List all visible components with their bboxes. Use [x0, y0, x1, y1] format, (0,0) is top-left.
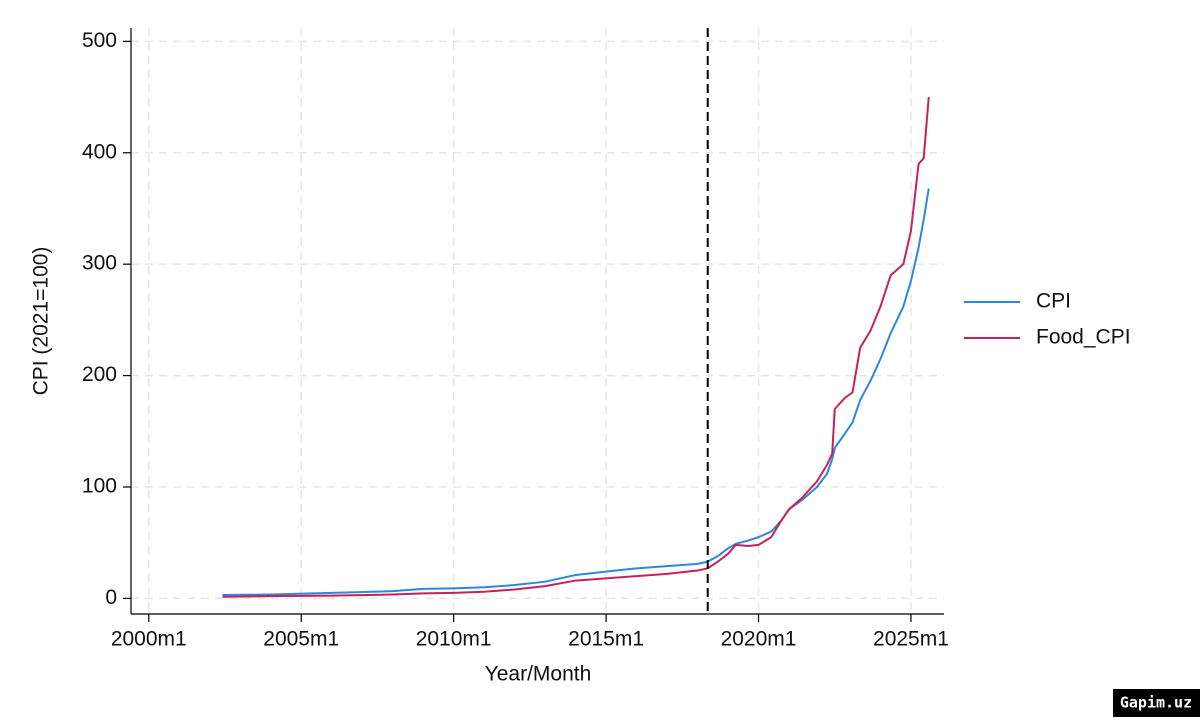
legend-label: CPI — [1036, 290, 1071, 313]
x-tick-label: 2020m1 — [721, 628, 797, 651]
legend-label: Food_CPI — [1036, 326, 1131, 349]
x-axis-title: Year/Month — [485, 663, 592, 686]
x-tick-label: 2000m1 — [111, 628, 187, 651]
x-tick-label: 2025m1 — [873, 628, 949, 651]
x-tick-label: 2015m1 — [568, 628, 644, 651]
y-tick-label: 0 — [105, 586, 117, 609]
x-tick-label: 2005m1 — [263, 628, 339, 651]
watermark: Gapim.uz — [1120, 694, 1192, 712]
y-tick-label: 300 — [82, 252, 117, 275]
y-axis-title: CPI (2021=100) — [30, 247, 53, 396]
y-tick-label: 400 — [82, 140, 117, 163]
y-tick-label: 500 — [82, 29, 117, 52]
y-tick-label: 100 — [82, 475, 117, 498]
series-line — [222, 96, 930, 598]
watermark-box — [1113, 689, 1200, 717]
y-tick-label: 200 — [82, 363, 117, 386]
series-line — [222, 188, 930, 597]
x-tick-label: 2010m1 — [416, 628, 492, 651]
